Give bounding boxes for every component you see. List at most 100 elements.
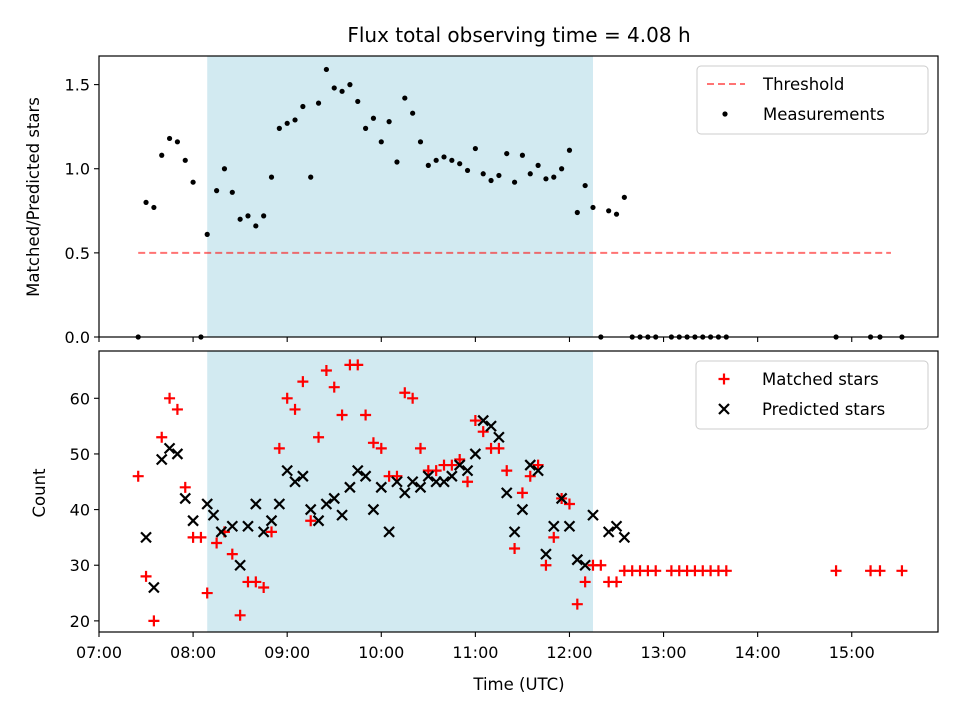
predicted-stars-point <box>336 509 348 521</box>
y-tick-label: 0.5 <box>65 244 90 263</box>
matched-stars-point <box>540 559 552 571</box>
predicted-stars-point <box>344 481 356 494</box>
measurement-point <box>621 194 627 200</box>
predicted-stars-point <box>485 420 497 432</box>
matched-stars-point <box>352 359 364 371</box>
measurement-point <box>511 179 518 185</box>
measurement-point <box>519 152 526 158</box>
predicted-stars-point <box>281 464 293 477</box>
matched-stars-point <box>720 565 732 577</box>
predicted-stars-point <box>289 475 301 488</box>
matched-stars-point <box>469 415 481 427</box>
x-tick-label: 14:00 <box>735 643 781 662</box>
measurement-point <box>151 204 157 211</box>
matched-stars-point <box>328 381 340 393</box>
measurement-point <box>582 182 588 189</box>
x-tick-label: 13:00 <box>641 643 687 662</box>
legend-box <box>695 360 929 430</box>
predicted-stars-point <box>148 581 160 594</box>
count-panel: 20 30 40 50 60 07:00 08:00 09:00 10:00 11:00 12:00… <box>70 350 939 662</box>
legend-predicted-swatch <box>718 403 730 415</box>
matched-stars-point <box>571 598 583 610</box>
matched-stars-point <box>281 392 293 404</box>
measurement-point <box>331 85 337 91</box>
matched-stars-point <box>156 431 168 443</box>
y-tick-label: 1.5 <box>65 76 90 95</box>
matched-stars-point <box>454 454 466 466</box>
y-tick-label: 30 <box>70 556 90 575</box>
legend-measurements-swatch <box>722 111 728 117</box>
predicted-stars-point <box>155 453 168 466</box>
measurement-point <box>182 157 188 163</box>
matched-stars-point <box>865 565 877 577</box>
measurement-point <box>362 125 369 131</box>
matched-stars-point <box>532 459 544 471</box>
matched-stars-point <box>462 476 474 488</box>
predicted-stars-point <box>563 520 576 533</box>
matched-stars-point <box>548 531 560 543</box>
measurement-point <box>339 88 345 94</box>
predicted-stars-point <box>555 492 568 505</box>
measurement-point <box>394 159 400 165</box>
predicted-stars-point <box>587 509 599 521</box>
predicted-stars-point <box>579 559 591 572</box>
measurement-point <box>535 162 541 168</box>
matched-stars-point <box>391 470 403 482</box>
legend-label: Measurements <box>763 105 885 124</box>
measurement-point <box>284 120 290 126</box>
matched-stars-point <box>509 543 521 555</box>
predicted-stars-point <box>461 464 474 477</box>
matched-stars-point <box>226 548 238 560</box>
predicted-stars-point <box>477 414 489 427</box>
measurement-point <box>613 211 620 217</box>
predicted-stars-point <box>375 481 388 494</box>
legend-label: Threshold <box>762 75 844 94</box>
matched-stars-point <box>874 565 886 577</box>
predicted-stars-point <box>297 470 309 482</box>
matched-stars-point <box>171 403 183 415</box>
measurement-point <box>472 145 478 152</box>
measurement-point <box>292 117 298 123</box>
matched-stars-point <box>273 442 285 454</box>
legend-matched-swatch <box>718 373 730 385</box>
predicted-stars-point <box>304 503 317 516</box>
matched-stars-point <box>516 487 528 499</box>
matched-stars-point <box>250 576 262 588</box>
predicted-stars-point <box>618 531 631 544</box>
matched-stars-point <box>148 615 160 627</box>
measurement-point <box>237 216 243 222</box>
measurement-point <box>143 199 149 205</box>
y-tick-label: 20 <box>70 612 90 631</box>
predicted-stars-point <box>406 475 419 488</box>
predicted-stars-point <box>351 464 364 477</box>
measurement-point <box>253 223 259 229</box>
measurement-point <box>504 150 510 157</box>
predicted-stars-point <box>453 459 466 471</box>
matched-stars-point <box>289 403 301 415</box>
x-axis-label: Time (UTC) <box>472 675 564 694</box>
measurement-point <box>300 103 306 110</box>
shaded-observing-span <box>207 56 593 337</box>
x-tick-label: 07:00 <box>76 643 122 662</box>
predicted-stars-point <box>383 526 395 538</box>
measurement-point <box>543 176 549 182</box>
matched-stars-point <box>367 437 379 449</box>
chart-title: Flux total observing time = 4.08 h <box>347 23 690 47</box>
matched-stars-point <box>195 531 207 543</box>
predicted-stars-point <box>493 431 505 444</box>
y-tick-label: 0.0 <box>65 328 90 347</box>
predicted-stars-point <box>328 492 341 505</box>
matched-stars-point <box>501 465 513 477</box>
matched-stars-point <box>830 565 842 577</box>
matched-stars-point <box>320 364 332 376</box>
predicted-stars-point <box>257 526 270 538</box>
measurement-point <box>261 213 267 219</box>
measurement-point <box>229 189 235 195</box>
measurement-point <box>159 152 165 158</box>
measurement-point <box>425 162 431 168</box>
measurement-point <box>315 100 322 106</box>
ratio-panel: 0.0 0.5 1.0 1.5 Threshold Measurements <box>65 55 939 347</box>
predicted-stars-point <box>516 503 529 516</box>
measurement-point <box>402 95 408 101</box>
predicted-stars-point <box>367 503 380 516</box>
